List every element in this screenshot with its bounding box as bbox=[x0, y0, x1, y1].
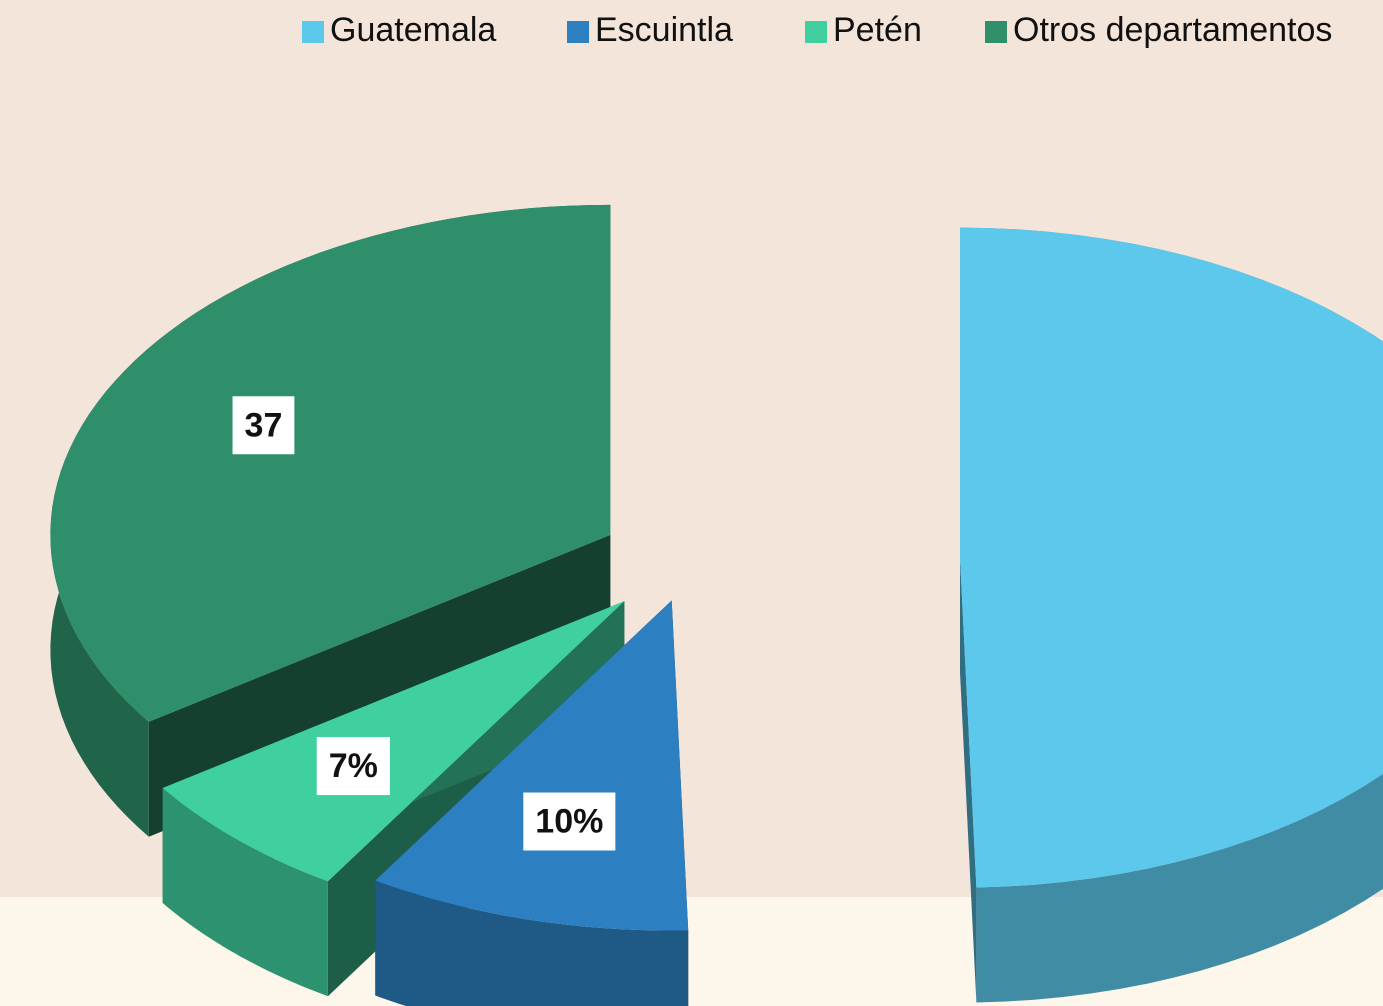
legend-swatch bbox=[302, 21, 324, 43]
data-label-box bbox=[232, 396, 295, 455]
data-label: 37 bbox=[245, 406, 283, 444]
data-labels: 510%7%37 bbox=[232, 396, 616, 851]
data-label-box bbox=[316, 737, 390, 796]
legend-label: Petén bbox=[833, 11, 922, 49]
slice-side bbox=[375, 880, 689, 1006]
legend-label: Guatemala bbox=[330, 11, 496, 49]
slice bbox=[960, 227, 1383, 888]
slice bbox=[162, 601, 625, 882]
data-label: 7% bbox=[329, 747, 378, 785]
legend-label: Escuintla bbox=[595, 11, 733, 49]
legend-swatch bbox=[985, 21, 1007, 43]
legend-swatch bbox=[567, 21, 589, 43]
data-label-box bbox=[523, 792, 616, 851]
legend: Guatemala Escuintla Petén Otros departament… bbox=[302, 11, 1332, 49]
data-label: 10% bbox=[535, 803, 603, 841]
slice-wall bbox=[960, 557, 977, 1003]
slice-side bbox=[162, 788, 328, 997]
pie bbox=[50, 204, 1383, 1006]
legend-swatch bbox=[805, 21, 827, 43]
slice bbox=[50, 204, 611, 722]
legend-label: Otros departamentos bbox=[1013, 11, 1332, 49]
